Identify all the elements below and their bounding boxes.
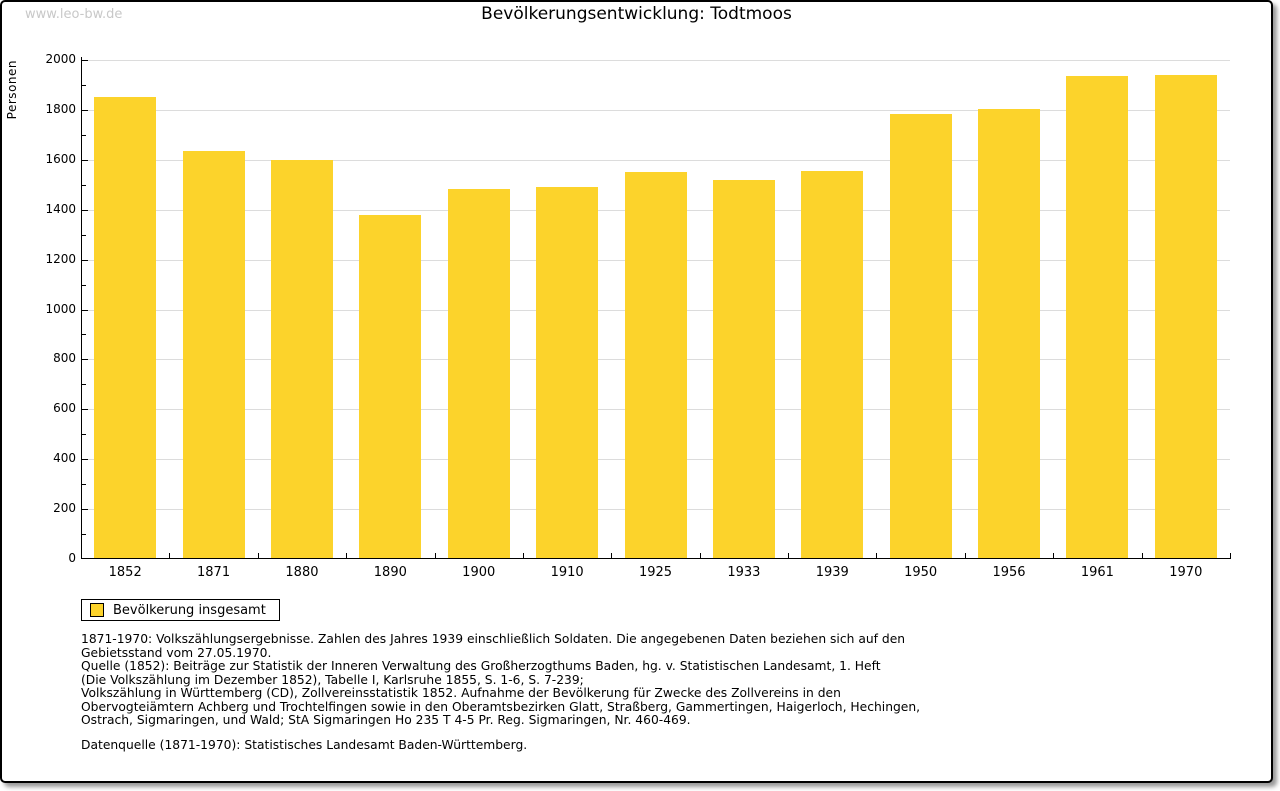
x-tick [258,553,259,558]
y-tick-label: 600 [53,401,76,416]
gridline [81,109,1230,111]
site-watermark: www.leo-bw.de [25,7,123,22]
footnotes: 1871-1970: Volkszählungsergebnisse. Zahl… [81,632,921,728]
y-tick [82,534,86,536]
bar-1871 [182,151,245,559]
y-tick-label: 1400 [45,201,76,216]
chart-title: Bevölkerungsentwicklung: Todtmoos [481,4,792,24]
gridline [81,159,1230,161]
bar-1950 [889,113,952,559]
bar-1939 [801,171,864,559]
x-tick-label: 1852 [108,565,142,580]
footnote-line: Obervogteiämtern Achberg und Trochtelfin… [81,699,921,714]
x-tick-label: 1910 [550,565,584,580]
legend: Bevölkerung insgesamt [81,599,280,621]
datasource-line: Datenquelle (1871-1970): Statistisches L… [81,738,528,752]
bar-1910 [536,187,599,559]
footnote-line: Gebietsstand vom 27.05.1970. [81,645,272,660]
gridline [81,60,1230,61]
x-tick-label: 1970 [1169,565,1203,580]
footnote-line: Volkszählung in Württemberg (CD), Zollve… [81,686,841,700]
y-tick [82,359,88,361]
legend-label: Bevölkerung insgesamt [113,602,266,618]
x-tick [700,553,701,558]
bar-1852 [94,97,157,559]
x-tick [1142,553,1143,558]
x-tick-label: 1939 [815,565,849,580]
x-tick-label: 1925 [638,565,673,580]
x-tick-label: 1956 [992,565,1026,580]
x-tick-label: 1871 [197,565,231,580]
x-tick [346,553,347,558]
y-axis-line [81,57,82,559]
footnote-line: Quelle (1852): Beiträge zur Statistik de… [81,659,881,673]
y-tick-label: 400 [53,451,76,466]
bar-1925 [624,172,687,559]
x-tick-label: 1900 [462,565,496,580]
y-tick [82,184,86,186]
y-tick [82,434,86,436]
plot-area [81,60,1230,559]
y-tick-label: 1800 [45,101,76,116]
footnote-line: Ostrach, Sigmaringen, und Wald; StA Sigm… [81,713,691,727]
y-tick-label: 1000 [45,301,76,316]
y-tick [82,384,86,386]
x-tick-label: 1890 [373,565,407,580]
y-tick [82,109,88,111]
bar-1956 [978,108,1041,559]
x-tick [1230,553,1231,558]
x-tick [435,553,436,558]
y-tick [82,309,88,311]
y-tick [82,234,86,236]
y-tick-label: 800 [53,351,76,366]
y-tick [82,484,86,486]
x-tick [169,553,170,558]
y-tick [82,159,88,161]
y-tick [82,84,86,86]
x-tick [788,553,789,558]
legend-swatch-icon [90,603,104,617]
bar-1933 [712,179,775,559]
bar-1970 [1154,74,1217,559]
y-tick [82,409,88,411]
y-tick-label: 1200 [45,251,76,266]
y-tick [82,334,86,336]
x-tick [965,553,966,558]
y-tick-label: 2000 [45,52,76,66]
x-axis-line [81,558,1231,559]
x-tick [611,553,612,558]
y-tick-label: 1600 [45,151,76,166]
y-tick [82,459,88,461]
x-tick [523,553,524,558]
bar-1880 [270,159,333,559]
bar-1900 [447,188,510,559]
footnote-line: (Die Volkszählung im Dezember 1852), Tab… [81,672,584,687]
x-tick [1053,553,1054,558]
y-tick [82,509,88,511]
y-tick [82,134,86,136]
y-tick [82,284,86,286]
y-tick [82,259,88,261]
x-tick-label: 1880 [285,565,319,580]
y-tick-label: 200 [53,501,76,516]
footnote-line: 1871-1970: Volkszählungsergebnisse. Zahl… [81,632,906,646]
bar-1961 [1066,76,1129,559]
x-tick-label: 1961 [1080,565,1114,580]
y-tick-label: 0 [68,551,76,565]
x-tick-label: 1933 [727,565,761,580]
x-tick-label: 1950 [904,565,938,580]
bar-1890 [359,214,422,559]
y-tick [82,60,88,61]
y-tick [82,209,88,211]
x-tick [876,553,877,558]
